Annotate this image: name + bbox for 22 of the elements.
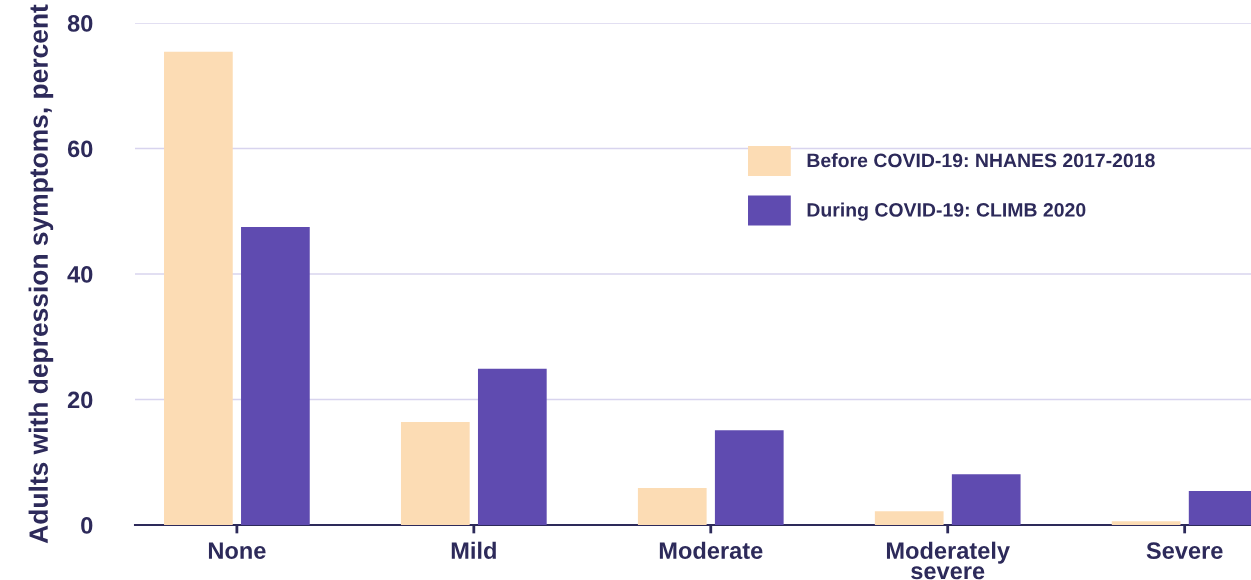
x-tick-label: None <box>208 542 266 560</box>
y-tick-label: 80 <box>67 15 93 32</box>
y-tick-label: 0 <box>81 517 93 534</box>
x-tick-label: Severe <box>1146 542 1223 560</box>
legend-label: During COVID-19: CLIMB 2020 <box>807 202 1086 221</box>
x-tick-label: Moderately severe <box>886 541 1010 580</box>
x-tick-label: Moderate <box>659 541 763 560</box>
bar <box>874 511 944 525</box>
y-tick-label: 60 <box>67 140 93 158</box>
bar <box>951 474 1021 525</box>
bar <box>241 226 310 525</box>
bar <box>1111 521 1181 525</box>
bar <box>164 51 233 525</box>
y-tick-label: 20 <box>67 391 93 409</box>
x-tick-label: Mild <box>451 541 496 560</box>
legend-label: Before COVID-19: NHANES 2017-2018 <box>807 153 1155 168</box>
y-axis-title: Adults with depression symptoms, percent <box>28 4 54 544</box>
y-tick-label: 40 <box>67 266 93 283</box>
bar <box>477 368 547 525</box>
bar <box>637 487 707 525</box>
bar <box>400 422 470 525</box>
bar <box>714 430 784 525</box>
